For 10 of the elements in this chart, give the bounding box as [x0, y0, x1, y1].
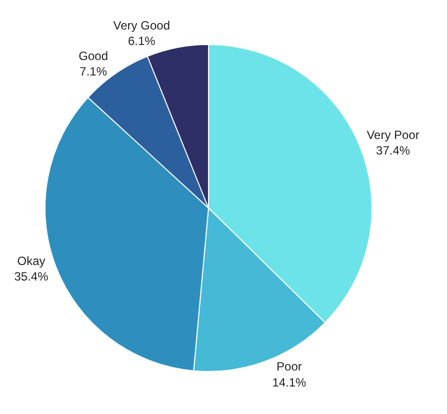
slice-label: Very Good	[113, 18, 170, 32]
data-label: 7.1%	[80, 64, 108, 78]
slice-label: Poor	[276, 360, 302, 374]
data-label: 6.1%	[128, 34, 156, 48]
data-label: 37.4%	[376, 143, 410, 158]
data-label: 35.4%	[14, 270, 49, 284]
slice-label: Good	[78, 48, 108, 63]
data-label: 14.1%	[272, 375, 307, 390]
slice-label: Okay	[17, 254, 46, 268]
slice-label: Very Poor	[366, 128, 420, 142]
